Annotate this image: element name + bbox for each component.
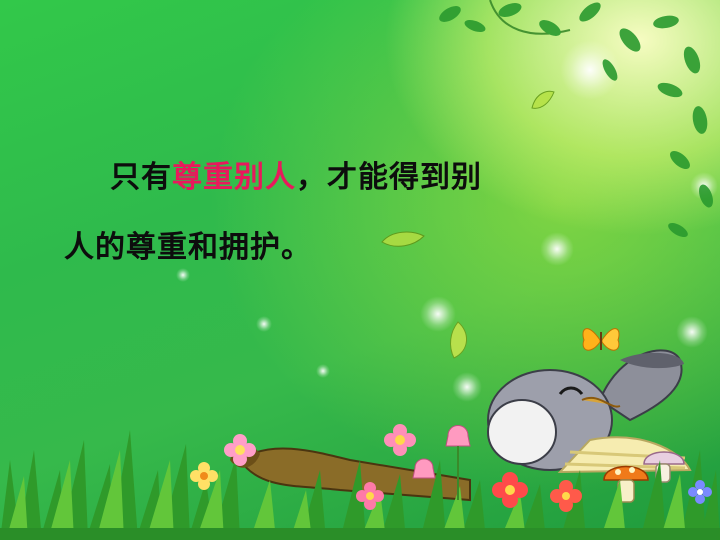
flower	[550, 480, 582, 512]
flower	[224, 434, 256, 466]
slide-text: 只有尊重别人，才能得到别 人的尊重和拥护。	[64, 152, 482, 265]
text-line-1: 只有尊重别人，才能得到别	[110, 152, 482, 196]
light-bokeh	[420, 296, 456, 332]
flower	[492, 472, 528, 508]
flower	[190, 462, 218, 490]
text-line-2: 人的尊重和拥护。	[64, 230, 312, 265]
flower	[356, 482, 384, 510]
light-bokeh	[540, 232, 574, 266]
falling-leaf	[450, 321, 467, 359]
sleeping-donkey	[487, 349, 692, 474]
vine-leaves	[439, 0, 713, 237]
text-suffix: ，才能得到别	[296, 160, 482, 195]
light-bokeh	[316, 364, 330, 378]
falling-leaf	[381, 231, 425, 247]
text-prefix: 只有	[110, 160, 172, 195]
light-bokeh	[452, 372, 482, 402]
flower	[688, 480, 712, 504]
highlighted-phrase: 尊重别人	[172, 160, 296, 195]
butterfly-icon	[582, 328, 620, 351]
flower	[384, 424, 416, 456]
light-bokeh	[256, 316, 272, 332]
bellflower	[445, 425, 471, 500]
light-bokeh	[176, 268, 190, 282]
falling-leaf	[531, 90, 555, 109]
grass	[0, 424, 720, 540]
bellflower	[412, 458, 436, 479]
mushroom-icon	[603, 465, 649, 503]
light-bokeh	[676, 316, 708, 348]
